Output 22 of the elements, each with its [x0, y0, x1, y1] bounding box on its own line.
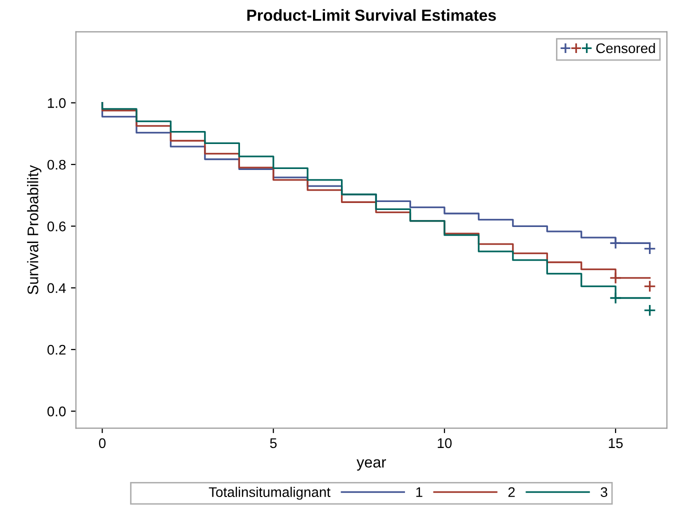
point: [609, 292, 622, 304]
y-tick-label: 1.0: [48, 98, 66, 108]
y-tick-label: 0.8: [47, 160, 66, 170]
chart-title: Product-Limit Survival Estimates: [247, 9, 496, 21]
x-axis-title: year: [356, 459, 386, 471]
legend-title: Totalinsitumalignant: [208, 486, 330, 500]
y-axis-title: Survival Probability: [27, 165, 42, 294]
x-tick-label: 15: [608, 438, 623, 448]
legend-label: 2: [508, 487, 515, 497]
legend-label: Censored: [596, 42, 655, 54]
x-tick-label: 10: [438, 438, 452, 448]
y-tick-label: 0.4: [47, 283, 66, 294]
y-tick-label: 0.2: [47, 344, 66, 355]
x-tick-label: 0: [98, 438, 106, 448]
x-tick-label: 5: [270, 438, 277, 448]
point: [644, 304, 656, 317]
point: [609, 236, 622, 250]
legend-label: 1: [416, 487, 422, 497]
y-tick-label: 0.6: [47, 221, 66, 232]
y-tick-label: 0.0: [47, 406, 66, 416]
legend-label: 3: [600, 487, 608, 498]
point: [609, 272, 622, 284]
